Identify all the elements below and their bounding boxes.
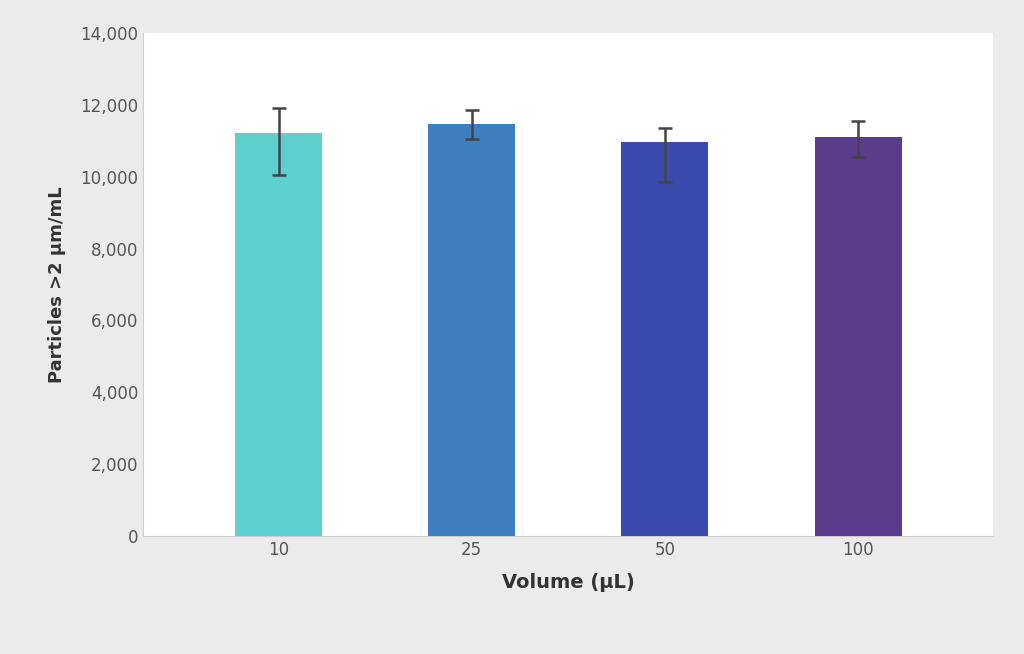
Bar (622, 143, 709, 536)
Bar (815, 137, 901, 536)
Y-axis label: Particles >2 μm/mL: Particles >2 μm/mL (48, 186, 67, 383)
X-axis label: Volume (μL): Volume (μL) (502, 573, 635, 592)
Bar (236, 133, 322, 536)
Bar (428, 124, 515, 536)
